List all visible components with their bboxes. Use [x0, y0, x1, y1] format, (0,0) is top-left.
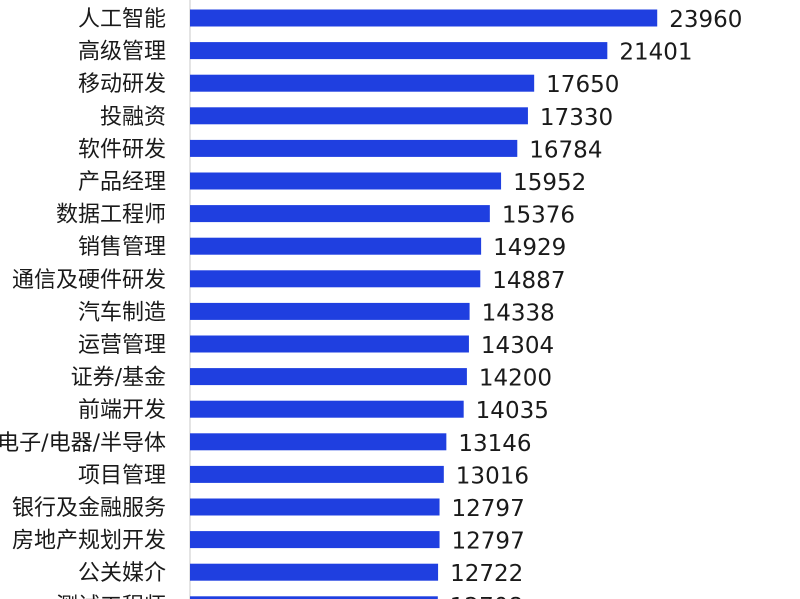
category-label: 高级管理 [78, 40, 166, 65]
bar [190, 531, 440, 549]
value-label: 15952 [513, 170, 586, 196]
bar [190, 237, 482, 255]
value-label: 12797 [452, 529, 525, 555]
category-label: 人工智能 [78, 7, 166, 32]
bar [190, 302, 470, 320]
bar [190, 270, 481, 288]
value-label: 13016 [456, 463, 529, 489]
value-label: 14338 [482, 300, 555, 326]
category-label: 移动研发 [78, 72, 166, 97]
category-labels-group: 人工智能高级管理移动研发投融资软件研发产品经理数据工程师销售管理通信及硬件研发汽… [0, 7, 166, 599]
value-label: 13146 [458, 431, 531, 457]
category-label: 销售管理 [78, 235, 166, 260]
category-label: 项目管理 [78, 463, 166, 488]
value-label: 14200 [479, 366, 552, 392]
bars-group [190, 9, 658, 599]
category-label: 电子/电器/半导体 [0, 431, 166, 456]
value-label: 16784 [529, 137, 602, 163]
category-label: 数据工程师 [56, 203, 166, 228]
bar [190, 205, 490, 223]
bar [190, 74, 535, 92]
bar [190, 172, 502, 190]
category-label: 证券/基金 [71, 366, 166, 391]
bar [190, 433, 447, 451]
bar [190, 563, 439, 581]
value-label: 14929 [493, 235, 566, 261]
value-label: 21401 [619, 40, 692, 66]
category-label: 银行及金融服务 [12, 496, 166, 521]
bar [190, 368, 467, 386]
bar [190, 465, 444, 483]
value-label: 14887 [492, 268, 565, 294]
value-label: 14035 [476, 398, 549, 424]
bar [190, 107, 528, 125]
value-label: 12708 [450, 594, 523, 599]
category-label: 投融资 [100, 105, 166, 130]
category-label: 前端开发 [78, 398, 166, 423]
bar [190, 42, 608, 60]
category-label: 通信及硬件研发 [12, 268, 166, 293]
value-label: 17650 [546, 72, 619, 98]
bar [190, 139, 518, 157]
category-label: 运营管理 [78, 333, 166, 358]
category-label: 产品经理 [78, 170, 166, 195]
bar [190, 498, 440, 516]
category-label: 软件研发 [78, 137, 166, 162]
bar [190, 400, 464, 418]
bar [190, 9, 658, 27]
value-label: 12797 [452, 496, 525, 522]
value-label: 15376 [502, 203, 575, 229]
category-label: 测试工程师 [56, 594, 166, 599]
bar [190, 335, 469, 353]
category-label: 汽车制造 [78, 300, 166, 325]
value-label: 17330 [540, 105, 613, 131]
category-label: 房地产规划开发 [12, 529, 166, 554]
category-label: 公关媒介 [78, 561, 166, 586]
value-label: 14304 [481, 333, 554, 359]
value-label: 12722 [450, 561, 523, 587]
bar [190, 596, 438, 599]
value-label: 23960 [669, 7, 742, 33]
